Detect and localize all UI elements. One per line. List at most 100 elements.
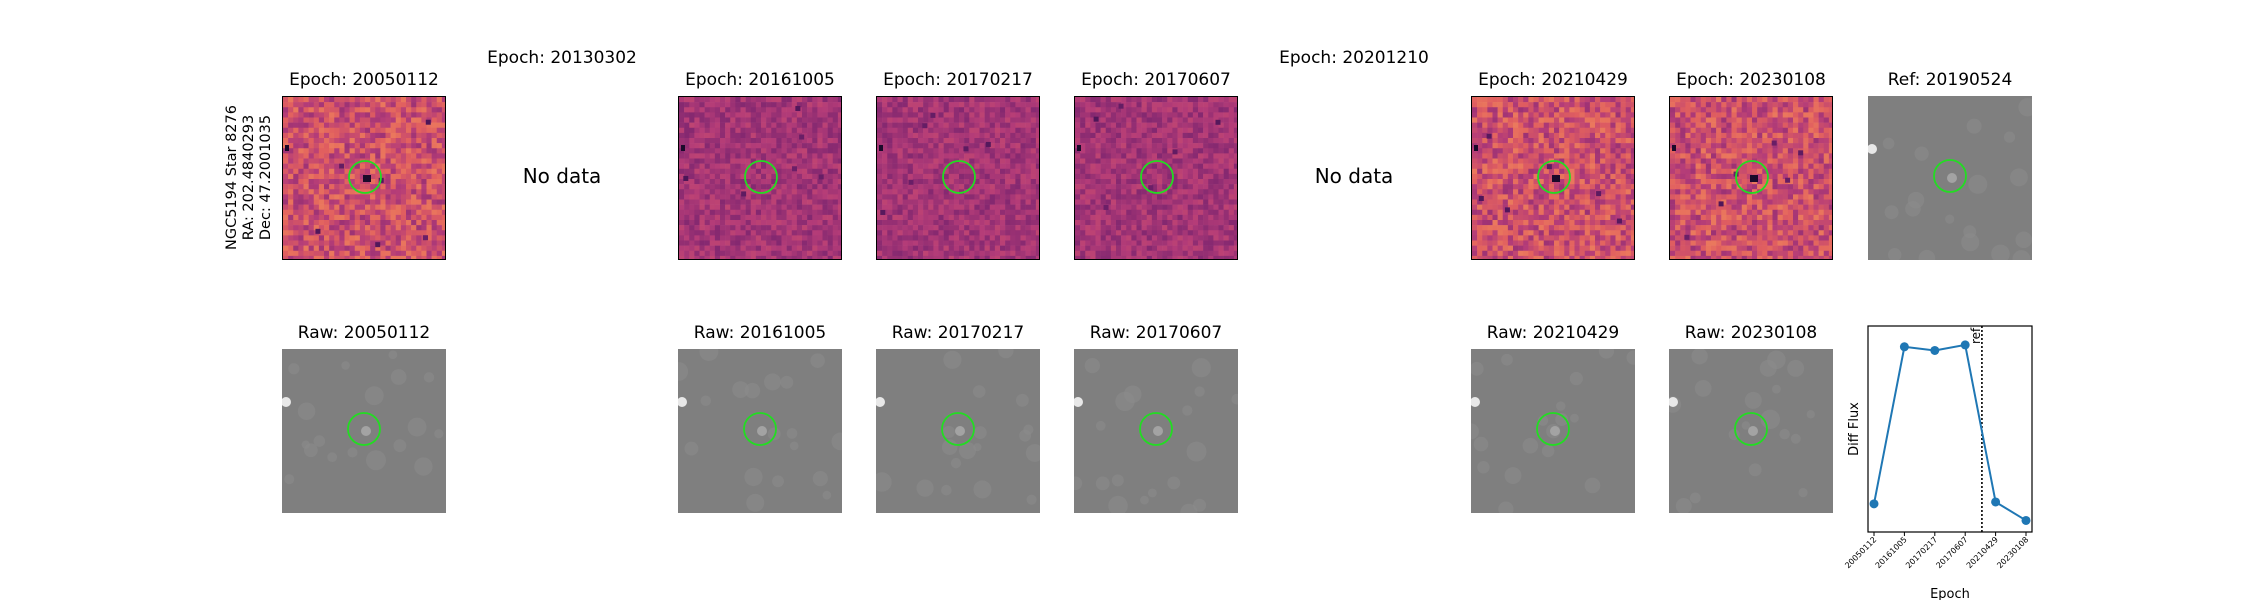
faint-blob (1690, 493, 1701, 504)
faint-blob (424, 372, 434, 382)
faint-blob (943, 351, 961, 369)
star-ra: RA: 202.4840293 (241, 105, 258, 250)
dark-speck (1798, 150, 1803, 155)
dark-speck (375, 242, 380, 247)
raw-image-20170607 (1074, 349, 1238, 513)
dark-speck (1148, 185, 1153, 190)
target-star (1748, 426, 1758, 436)
edge-artifact (1672, 145, 1676, 151)
faint-blob (1193, 499, 1206, 512)
faint-blob (2010, 168, 2028, 186)
faint-blob (1124, 385, 1142, 403)
diff-title-20170607: Epoch: 20170607 (1081, 70, 1231, 90)
faint-blob (1182, 405, 1192, 415)
faint-blob (1148, 488, 1157, 497)
x-tick-label-20050112: 20050112 (1843, 535, 1878, 570)
faint-blob (1477, 461, 1489, 473)
dark-speck (1104, 205, 1109, 210)
faint-blob (1523, 438, 1539, 454)
faint-blob (746, 494, 764, 512)
x-axis-label: Epoch (1930, 587, 1970, 600)
diff-title-20130302: Epoch: 20130302 (487, 48, 637, 68)
faint-blob (1140, 496, 1149, 505)
raw-image-20230108 (1669, 349, 1833, 513)
faint-blob (1885, 205, 1899, 219)
faint-blob (298, 403, 315, 420)
ref-label: ref (1969, 327, 1983, 344)
dark-speck (1772, 141, 1777, 146)
raw-title-20050112: Raw: 20050112 (298, 323, 431, 343)
dark-speck (922, 123, 927, 128)
faint-blob (1112, 474, 1124, 486)
faint-blob (1501, 354, 1513, 366)
faint-blob (973, 385, 986, 398)
faint-blob (366, 450, 386, 470)
target-star (1153, 426, 1163, 436)
data-point-20230108 (2022, 516, 2031, 525)
x-tick-label-20170607: 20170607 (1934, 535, 1969, 570)
faint-blob (1749, 463, 1762, 476)
target-star (1947, 173, 1957, 183)
faint-blob (1194, 386, 1204, 396)
diff-image-20210429 (1471, 96, 1635, 260)
faint-blob (1772, 385, 1781, 394)
faint-blob (388, 350, 397, 359)
faint-blob (393, 439, 406, 452)
x-tick-label-20210429: 20210429 (1965, 535, 2000, 570)
faint-blob (302, 441, 310, 449)
faint-blob (1968, 175, 1987, 194)
y-axis-label: Diff Flux (1847, 402, 1862, 456)
faint-blob (1505, 467, 1522, 484)
reference-image (1868, 96, 2032, 260)
faint-blob (1914, 147, 1928, 161)
data-point-20050112 (1870, 499, 1879, 508)
light-curve-svg: ref2005011220161005201702172017060720210… (1830, 318, 2050, 600)
dark-speck (1785, 178, 1790, 183)
dark-speck (1119, 104, 1124, 109)
diff-image-20170217 (876, 96, 1040, 260)
faint-blob (1167, 476, 1180, 489)
star-dec: Dec: 47.2001035 (258, 105, 275, 250)
dark-speck (1617, 219, 1622, 224)
dark-speck (426, 120, 431, 125)
data-point-20210429 (1991, 497, 2000, 506)
faint-blob (780, 376, 793, 389)
faint-blob (1187, 442, 1207, 462)
faint-blob (744, 468, 762, 486)
raw-image-20161005 (678, 349, 842, 513)
target-star (361, 426, 371, 436)
faint-blob (1027, 495, 1037, 505)
target-star (1550, 426, 1560, 436)
faint-blob (787, 428, 798, 439)
source-dip (363, 175, 371, 182)
faint-blob (327, 452, 337, 462)
faint-blob (1585, 478, 1601, 494)
faint-blob (1787, 360, 1804, 377)
faint-blob (1767, 350, 1786, 369)
dark-speck (1719, 201, 1724, 206)
dark-speck (1684, 235, 1689, 240)
dark-speck (1215, 120, 1220, 125)
dark-speck (1487, 134, 1492, 139)
faint-blob (414, 457, 432, 475)
dark-speck (930, 113, 935, 118)
dark-speck (819, 174, 824, 179)
raw-title-20170607: Raw: 20170607 (1090, 323, 1223, 343)
faint-blob (941, 485, 952, 496)
raw-image-20170217 (876, 349, 1040, 513)
faint-blob (1945, 215, 1954, 224)
no-data-20130302: No data (523, 164, 602, 188)
faint-blob (1096, 421, 1106, 431)
reference-title: Ref: 20190524 (1888, 70, 2013, 90)
x-tick-label-20170217: 20170217 (1904, 535, 1939, 570)
data-point-20170607 (1961, 340, 1970, 349)
dark-speck (795, 106, 800, 111)
dark-speck (880, 210, 885, 215)
faint-blob (1745, 392, 1762, 409)
faint-blob (365, 386, 384, 405)
faint-blob (732, 381, 749, 398)
dark-speck (1505, 207, 1510, 212)
target-star (757, 426, 767, 436)
faint-blob (1791, 434, 1801, 444)
faint-blob (764, 373, 781, 390)
